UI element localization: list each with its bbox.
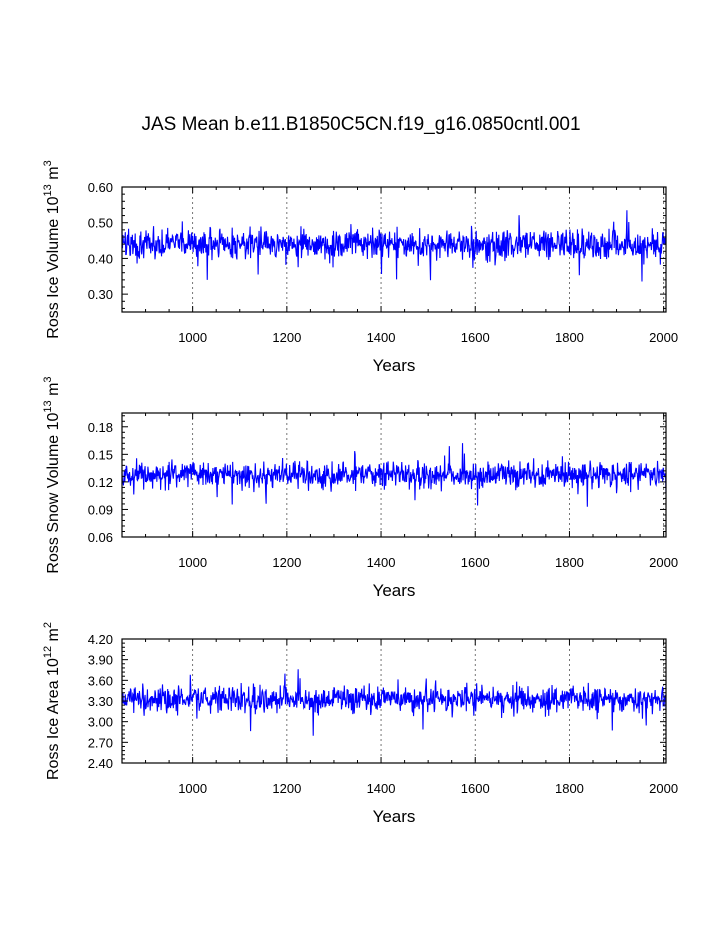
snow-volume-series-line <box>121 443 667 507</box>
snow-volume-xtick-label: 1800 <box>555 555 584 570</box>
panels: 1000 1200 1400 1600 1800 2000 0.30 0.40 0.50 0.60… <box>42 160 678 826</box>
snow-volume-xtick-label: 1200 <box>272 555 301 570</box>
ice-area-ytick-label: 2.40 <box>88 756 113 771</box>
ice-area-panel: 1000 1200 1400 1600 1800 2000 2.40 2.70 3.00 3.30… <box>42 622 678 826</box>
ice-area-xtick-label: 1200 <box>272 781 301 796</box>
snow-volume-ytick-label: 0.06 <box>88 530 113 545</box>
ice-volume-xtick-label: 1800 <box>555 330 584 345</box>
ice-volume-xlabel: Years <box>373 356 416 375</box>
ice-volume-ytick-label: 0.60 <box>88 180 113 195</box>
ice-volume-xtick-label: 1200 <box>272 330 301 345</box>
snow-volume-xtick-label: 2000 <box>649 555 678 570</box>
ice-area-xlabel: Years <box>373 807 416 826</box>
snow-volume-ytick-label: 0.09 <box>88 502 113 517</box>
snow-volume-ytick-label: 0.18 <box>88 420 113 435</box>
snow-volume-xtick-label: 1000 <box>178 555 207 570</box>
ice-area-xtick-label: 1800 <box>555 781 584 796</box>
snow-volume-plot-frame <box>121 412 667 538</box>
snow-volume-xtick-label: 1400 <box>367 555 396 570</box>
ice-area-ytick-label: 4.20 <box>88 632 113 647</box>
ice-area-series-line <box>121 669 667 736</box>
ice-volume-xtick-label: 2000 <box>649 330 678 345</box>
ice-volume-ylabel: Ross Ice Volume 1013 m3 <box>42 160 62 338</box>
snow-volume-ytick-label: 0.15 <box>88 447 113 462</box>
ice-area-ytick-label: 3.60 <box>88 673 113 688</box>
snow-volume-ylabel: Ross Snow Volume 1013 m3 <box>42 376 62 573</box>
ice-area-xtick-label: 1600 <box>461 781 490 796</box>
ice-area-ylabel: Ross Ice Area 1012 m2 <box>42 622 62 780</box>
snow-volume-panel: 1000 1200 1400 1600 1800 2000 0.06 0.09 0.12 0.15… <box>42 376 678 600</box>
ice-volume-ytick-label: 0.40 <box>88 251 113 266</box>
ice-volume-ytick-label: 0.50 <box>88 216 113 231</box>
ice-area-ytick-label: 3.90 <box>88 653 113 668</box>
ice-area-ytick-label: 3.00 <box>88 715 113 730</box>
ice-area-ytick-label: 2.70 <box>88 735 113 750</box>
ice-volume-ytick-label: 0.30 <box>88 287 113 302</box>
snow-volume-ytick-label: 0.12 <box>88 475 113 490</box>
ice-area-xtick-label: 1400 <box>367 781 396 796</box>
ice-volume-xtick-label: 1400 <box>367 330 396 345</box>
ice-volume-panel: 1000 1200 1400 1600 1800 2000 0.30 0.40 0.50 0.60… <box>42 160 678 375</box>
ice-area-xtick-label: 1000 <box>178 781 207 796</box>
ice-volume-series-line <box>121 210 667 282</box>
ice-volume-plot-frame <box>121 186 667 313</box>
ice-area-ytick-label: 3.30 <box>88 694 113 709</box>
snow-volume-xtick-label: 1600 <box>461 555 490 570</box>
ice-area-xtick-label: 2000 <box>649 781 678 796</box>
snow-volume-xlabel: Years <box>373 581 416 600</box>
ice-volume-xtick-label: 1000 <box>178 330 207 345</box>
chart-title: JAS Mean b.e11.B1850C5CN.f19_g16.0850cnt… <box>141 114 580 135</box>
ice-volume-xtick-label: 1600 <box>461 330 490 345</box>
